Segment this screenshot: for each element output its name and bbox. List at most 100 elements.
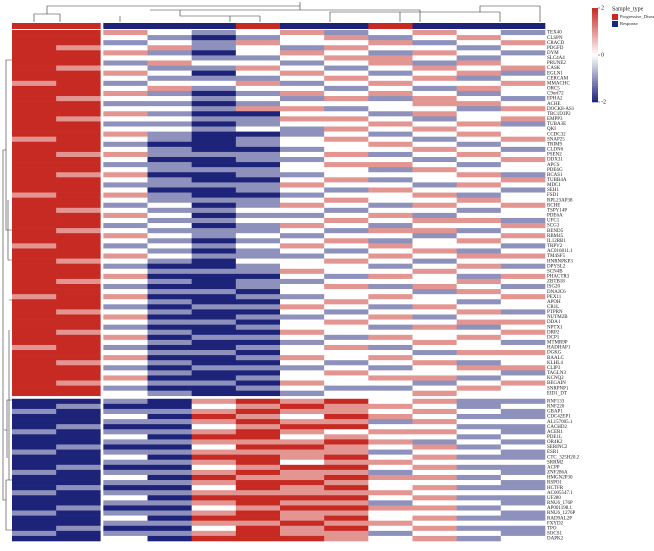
heatmap-cell [56,30,101,36]
heatmap-cell [324,314,369,320]
heatmap-cell [368,35,413,41]
heatmap-cell [500,253,546,259]
heatmap-cell [12,360,57,366]
heatmap-cell [191,464,237,471]
heatmap-cell [191,233,237,239]
heatmap-cell [500,182,546,188]
heatmap-cell [235,485,281,491]
heatmap-cell [12,116,57,122]
heatmap-cell [191,101,237,107]
heatmap-cell [500,324,546,331]
heatmap-cell [12,375,57,381]
heatmap-cell [500,30,546,36]
heatmap-cell [500,414,546,420]
heatmap-cell [368,111,413,117]
legend-label: Response [620,21,638,26]
row-label: AP001198.1 [547,506,572,511]
heatmap-cell [456,268,502,275]
heatmap-cell [12,329,57,336]
row-label: PSEN2 [547,153,562,158]
heatmap-cell [412,96,457,102]
heatmap-cell [280,167,325,173]
row-label: DDA1 [547,320,561,325]
heatmap-cell [280,75,325,82]
heatmap-cell [147,439,192,445]
row-label: TRPV2 [547,244,563,249]
heatmap-cell [368,434,413,440]
heatmap-cell [103,177,148,183]
row-label: NPTX1 [547,325,563,330]
heatmap-cell [12,309,57,315]
heatmap-cell [235,403,281,410]
heatmap-cell [368,334,413,341]
heatmap-cell [368,314,413,320]
heatmap-cell [147,90,192,97]
heatmap-cell [12,444,57,450]
colorbar-step [592,22,598,25]
heatmap-cell [103,90,148,97]
heatmap-cell [56,248,101,254]
heatmap-cell [368,454,413,461]
legend-swatch [612,14,618,20]
heatmap-cell [56,238,101,244]
heatmap-cell [280,45,325,51]
row-label: DRP2 [547,330,560,335]
heatmap-cell [191,459,237,466]
heatmap-cell [12,263,57,270]
row-label: RNU6_1276P [547,511,576,516]
heatmap-cell [191,197,237,204]
heatmap-cell [191,439,237,445]
heatmap-cell [500,439,546,445]
colorbar-step [592,55,598,58]
heatmap-cell [147,449,192,455]
annotation-cell [324,23,369,29]
heatmap-cell [147,217,192,224]
heatmap-cell [103,212,148,219]
heatmap-cell [280,375,325,381]
heatmap-cell [456,101,502,107]
heatmap-cell [324,459,369,466]
heatmap-cell [412,530,457,537]
heatmap-cell [412,197,457,204]
heatmap-cell [56,403,101,410]
heatmap-cell [412,434,457,440]
annotation-cell [191,23,237,29]
heatmap-cell [147,40,192,46]
heatmap-cell [56,365,101,371]
annotation-cell [412,23,457,29]
heatmap-cell [56,530,101,537]
heatmap-cell [235,111,281,117]
row-label: TPO [547,526,557,531]
heatmap-cell [280,380,325,386]
heatmap-cell [324,505,369,511]
heatmap-cell [324,510,369,516]
heatmap-cell [12,530,57,537]
heatmap-cell [412,419,457,425]
row-label: HCTFR [547,486,564,491]
heatmap-cell [324,146,369,153]
heatmap-cell [280,324,325,331]
heatmap-cell [103,65,148,71]
heatmap-cell [12,424,57,430]
heatmap-cell [456,284,502,290]
heatmap-cell [500,55,546,61]
heatmap-cell [147,324,192,331]
heatmap-cell [280,464,325,471]
row-label: RSPO1 [547,481,563,486]
row-label: MDC1 [547,183,561,188]
row-label: RNF220 [547,405,565,410]
heatmap-cell [368,101,413,107]
row-label: TUBA3E [547,122,566,127]
heatmap-cell [12,167,57,173]
heatmap-cell [147,131,192,137]
heatmap-cell [12,223,57,229]
colorbar-step [592,85,598,89]
heatmap-cell [412,243,457,249]
heatmap-cell [103,96,148,102]
heatmap-cell [280,480,325,486]
heatmap-cell [456,520,502,527]
heatmap-cell [235,228,281,234]
heatmap-cell [235,375,281,381]
heatmap-cell [12,248,57,254]
heatmap-cell [324,530,369,537]
